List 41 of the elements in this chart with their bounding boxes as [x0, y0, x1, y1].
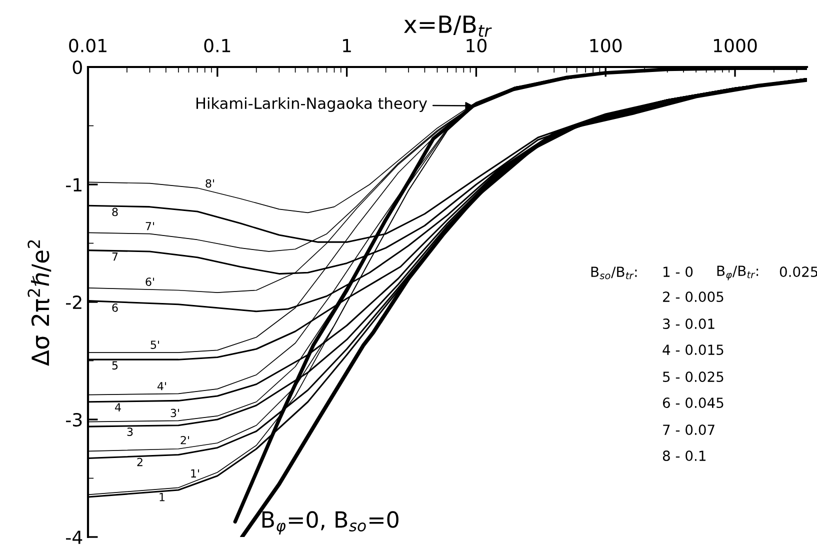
- x-tick-label: 0.1: [204, 38, 230, 52]
- series-label: 8: [112, 208, 118, 216]
- series-label: 1: [160, 493, 165, 502]
- y-tick-label: -1: [66, 178, 82, 192]
- y-tick-label: -3: [66, 412, 82, 427]
- series-label: 7: [112, 252, 118, 261]
- x-axis-title: x=B/B$_{tr}$: [404, 16, 492, 37]
- series-label: 5: [112, 361, 118, 370]
- series-label: 7': [146, 222, 154, 230]
- y-tick-label: -4: [66, 530, 82, 544]
- series-label: 3: [127, 428, 133, 436]
- series-label: 2': [180, 436, 189, 444]
- annotation: Hikami-Larkin-Nagaoka theory: [196, 97, 428, 112]
- series-label: 4: [115, 403, 121, 412]
- x-tick-label: 10: [466, 38, 486, 52]
- series-label: B$_{φ}$=0, B$_{so}$=0: [262, 511, 398, 534]
- annotation: B$_{so}$/B$_{tr}$:: [591, 266, 637, 280]
- annotation: 7 - 0.07: [663, 424, 714, 436]
- x-tick-label: 0.01: [69, 38, 106, 52]
- annotation: 6 - 0.045: [662, 398, 724, 408]
- annotation: 1 - 0: [664, 266, 693, 278]
- x-tick-label: 1: [343, 38, 351, 52]
- series-label: 3': [170, 408, 179, 418]
- series-label: 4': [157, 382, 166, 390]
- annotation: 3 - 0.01: [663, 318, 714, 330]
- y-axis-title: Δσ 2π$^{2}$ℏ/e$^{2}$: [28, 240, 52, 366]
- series-label: 6': [146, 278, 154, 286]
- x-tick-label: 100: [590, 38, 622, 52]
- series-label: 5': [150, 340, 159, 349]
- series-label: 8': [206, 179, 214, 188]
- annotation: 4 - 0.015: [662, 344, 724, 356]
- annotation: B$_{φ}$/B$_{tr}$:: [717, 266, 758, 280]
- y-tick-label: 0: [72, 60, 82, 74]
- x-tick-label: 1000: [714, 38, 757, 52]
- series-label: 6: [112, 303, 118, 312]
- y-tick-label: -2: [66, 295, 82, 309]
- annotation: 5 - 0.025: [663, 372, 724, 382]
- series-label: 2: [137, 458, 142, 466]
- annotation: 8 - 0.1: [662, 450, 706, 462]
- annotation: 2 - 0.005: [663, 292, 724, 302]
- series-label: 1': [191, 469, 199, 478]
